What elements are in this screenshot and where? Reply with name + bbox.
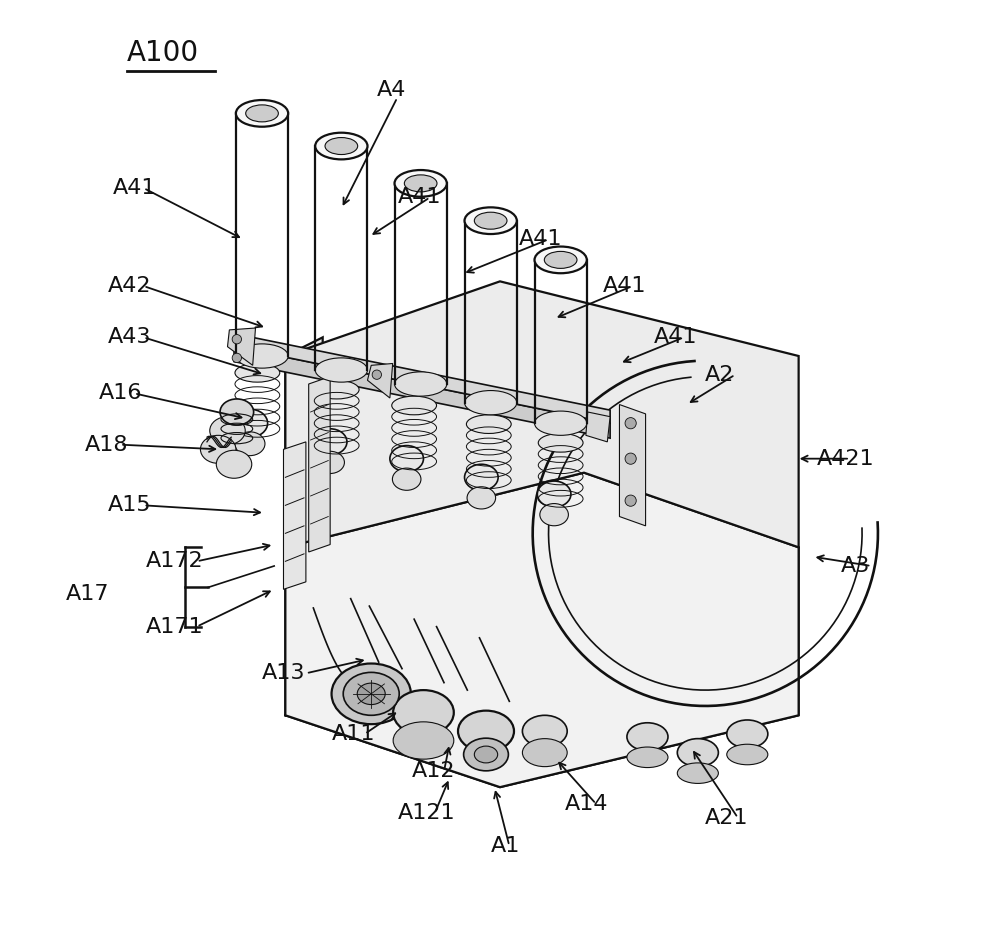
Ellipse shape [216, 450, 252, 478]
Ellipse shape [544, 252, 577, 269]
Ellipse shape [235, 363, 280, 382]
Ellipse shape [232, 409, 268, 437]
Ellipse shape [627, 747, 668, 768]
Text: A171: A171 [145, 617, 203, 636]
Ellipse shape [522, 715, 567, 747]
Circle shape [372, 370, 381, 379]
Ellipse shape [357, 683, 385, 705]
Ellipse shape [458, 710, 514, 752]
Text: A41: A41 [397, 187, 441, 208]
Text: A172: A172 [145, 551, 203, 571]
Polygon shape [285, 282, 799, 548]
Text: A4: A4 [377, 80, 406, 100]
Text: A21: A21 [705, 808, 749, 828]
Polygon shape [227, 328, 255, 365]
Polygon shape [367, 363, 393, 398]
Ellipse shape [246, 105, 278, 122]
Ellipse shape [220, 399, 254, 425]
Text: A41: A41 [113, 178, 156, 198]
Text: A17: A17 [66, 584, 110, 604]
Text: A3: A3 [841, 556, 870, 576]
Ellipse shape [535, 246, 587, 273]
Text: A1: A1 [491, 836, 520, 856]
Ellipse shape [395, 372, 447, 396]
Ellipse shape [392, 468, 421, 490]
Text: A15: A15 [108, 495, 152, 516]
Polygon shape [619, 404, 646, 526]
Ellipse shape [474, 212, 507, 229]
Ellipse shape [537, 481, 571, 507]
Ellipse shape [404, 175, 437, 192]
Ellipse shape [200, 435, 236, 463]
Ellipse shape [465, 464, 498, 490]
Circle shape [232, 353, 241, 362]
Ellipse shape [540, 504, 568, 526]
Ellipse shape [464, 739, 508, 771]
Ellipse shape [343, 672, 399, 715]
Ellipse shape [313, 429, 347, 455]
Ellipse shape [627, 723, 668, 751]
Text: A100: A100 [127, 38, 199, 66]
Text: A14: A14 [565, 794, 609, 814]
Ellipse shape [392, 396, 437, 415]
Ellipse shape [677, 739, 718, 767]
Polygon shape [586, 412, 610, 442]
Polygon shape [309, 376, 330, 552]
Polygon shape [234, 333, 610, 423]
Ellipse shape [235, 431, 265, 456]
Text: A11: A11 [332, 724, 376, 744]
Polygon shape [234, 346, 610, 438]
Text: A121: A121 [397, 803, 455, 824]
Text: A42: A42 [108, 276, 152, 296]
Text: A41: A41 [519, 229, 562, 249]
Ellipse shape [535, 411, 587, 435]
Ellipse shape [314, 380, 359, 399]
Ellipse shape [236, 100, 288, 126]
Text: A13: A13 [262, 664, 306, 683]
Text: A2: A2 [705, 365, 735, 385]
Ellipse shape [474, 746, 498, 763]
Polygon shape [285, 473, 799, 787]
Polygon shape [285, 337, 323, 552]
Text: A41: A41 [603, 276, 646, 296]
Ellipse shape [325, 138, 358, 154]
Text: A18: A18 [85, 434, 128, 455]
Ellipse shape [316, 451, 344, 474]
Text: A12: A12 [411, 761, 455, 782]
Ellipse shape [466, 415, 511, 433]
Ellipse shape [538, 433, 583, 452]
Circle shape [625, 495, 636, 506]
Ellipse shape [236, 344, 288, 368]
Circle shape [232, 334, 241, 344]
Circle shape [625, 453, 636, 464]
Ellipse shape [465, 208, 517, 234]
Text: A16: A16 [99, 384, 142, 403]
Ellipse shape [727, 744, 768, 765]
Ellipse shape [393, 690, 454, 735]
Ellipse shape [315, 358, 367, 382]
Ellipse shape [395, 170, 447, 197]
Circle shape [625, 417, 636, 429]
Ellipse shape [315, 133, 367, 159]
Ellipse shape [393, 722, 454, 759]
Polygon shape [283, 442, 306, 590]
Ellipse shape [390, 446, 423, 472]
Ellipse shape [210, 417, 245, 445]
Ellipse shape [522, 739, 567, 767]
Ellipse shape [727, 720, 768, 748]
Text: A421: A421 [817, 448, 875, 469]
Ellipse shape [332, 664, 411, 724]
Ellipse shape [465, 390, 517, 415]
Text: A43: A43 [108, 328, 152, 347]
Text: A41: A41 [654, 328, 697, 347]
Ellipse shape [467, 487, 496, 509]
Ellipse shape [677, 763, 718, 783]
